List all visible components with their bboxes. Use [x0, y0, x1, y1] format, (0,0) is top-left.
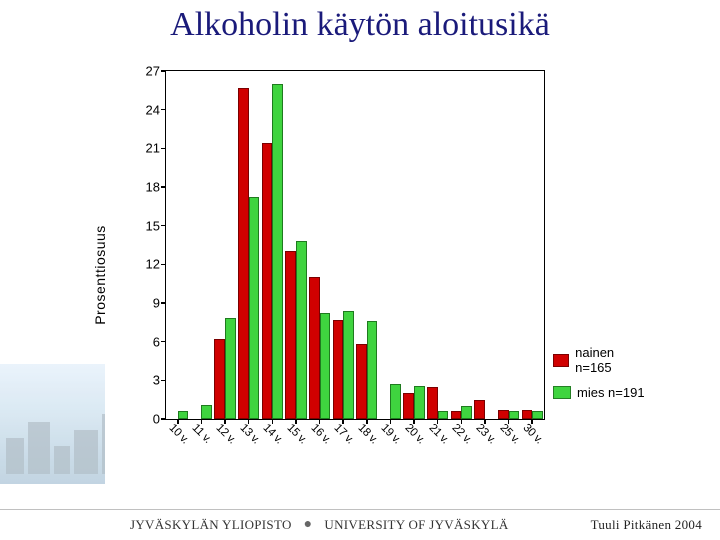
x-tick-label: 23 v.	[473, 422, 497, 446]
bar-group	[308, 71, 332, 419]
bar-mies	[178, 411, 189, 419]
bar-group	[284, 71, 308, 419]
x-tick-mark	[413, 419, 415, 424]
bar-nainen	[333, 320, 344, 419]
bar-group	[331, 71, 355, 419]
bar-group	[473, 71, 497, 419]
x-tick-label: 11 v.	[190, 422, 214, 446]
bar-nainen	[238, 88, 249, 419]
bar-group	[237, 71, 261, 419]
x-tick-label: 18 v.	[355, 422, 379, 446]
bar-mies	[201, 405, 212, 419]
y-axis-label: Prosenttiosuus	[92, 225, 108, 325]
bar-nainen	[262, 143, 273, 419]
legend-label: mies n=191	[577, 385, 645, 400]
x-tick-label: 30 v.	[521, 422, 545, 446]
x-tick-label: 13 v.	[237, 422, 261, 446]
x-tick-label: 10 v.	[166, 422, 190, 446]
bar-mies	[249, 197, 260, 419]
page-title: Alkoholin käytön aloitusikä	[0, 6, 720, 44]
bar-nainen	[214, 339, 225, 419]
bar-mies	[461, 406, 472, 419]
bar-group	[497, 71, 521, 419]
bar-mies	[509, 411, 520, 419]
bar-nainen	[285, 251, 296, 419]
bar-nainen	[498, 410, 509, 419]
bar-mies	[296, 241, 307, 419]
bar-nainen	[427, 387, 438, 419]
x-tick-mark	[461, 419, 463, 424]
bar-group	[190, 71, 214, 419]
bar-mies	[390, 384, 401, 419]
x-tick-mark	[224, 419, 226, 424]
bar-nainen	[474, 400, 485, 419]
bar-nainen	[309, 277, 320, 419]
bar-nainen	[356, 344, 367, 419]
bar-mies	[320, 313, 331, 419]
footer-university-fi: JYVÄSKYLÄN YLIOPISTO	[0, 517, 292, 533]
legend: nainen n=165 mies n=191	[553, 344, 645, 408]
x-tick-mark	[342, 419, 344, 424]
bar-group	[355, 71, 379, 419]
x-tick-label: 15 v.	[284, 422, 308, 446]
bar-mies	[438, 411, 449, 419]
x-tick-label: 16 v.	[308, 422, 332, 446]
x-tick-mark	[201, 419, 203, 424]
footer-separator-icon: ●	[292, 517, 325, 533]
x-tick-mark	[390, 419, 392, 424]
slide: Alkoholin käytön aloitusikä Prosenttiosu…	[0, 0, 720, 540]
bar-mies	[272, 84, 283, 419]
bar-nainen	[403, 393, 414, 419]
x-tick-mark	[531, 419, 533, 424]
legend-swatch-mies	[553, 386, 571, 399]
footer: JYVÄSKYLÄN YLIOPISTO ● UNIVERSITY OF JYV…	[0, 509, 720, 540]
bar-mies	[343, 311, 354, 419]
legend-item: mies n=191	[553, 376, 645, 408]
bar-group	[402, 71, 426, 419]
bar-mies	[414, 386, 425, 420]
legend-label: nainen n=165	[575, 345, 645, 375]
x-tick-label: 12 v.	[214, 422, 238, 446]
x-tick-label: 14 v.	[261, 422, 285, 446]
bar-group	[450, 71, 474, 419]
bar-group	[426, 71, 450, 419]
bar-group	[166, 71, 190, 419]
legend-swatch-nainen	[553, 354, 569, 367]
legend-item: nainen n=165	[553, 344, 645, 376]
bar-group	[520, 71, 544, 419]
bar-group	[379, 71, 403, 419]
plot-area: 036912151821242710 v.11 v.12 v.13 v.14 v…	[165, 70, 545, 420]
x-tick-label: 19 v.	[379, 422, 403, 446]
x-tick-label: 25 v.	[497, 422, 521, 446]
bar-chart: Prosenttiosuus 036912151821242710 v.11 v…	[105, 60, 645, 490]
x-tick-label: 22 v.	[450, 422, 474, 446]
bar-mies	[532, 411, 543, 419]
x-tick-label: 20 v.	[403, 422, 427, 446]
bar-mies	[367, 321, 378, 419]
bar-mies	[225, 318, 236, 419]
bar-group	[213, 71, 237, 419]
bar-nainen	[451, 411, 462, 419]
bar-group	[261, 71, 285, 419]
bar-nainen	[522, 410, 533, 419]
x-tick-mark	[272, 419, 274, 424]
x-tick-label: 17 v.	[332, 422, 356, 446]
x-tick-label: 21 v.	[426, 422, 450, 446]
footer-university-en: UNIVERSITY OF JYVÄSKYLÄ	[324, 517, 508, 533]
footer-author: Tuuli Pitkänen 2004	[591, 517, 720, 533]
